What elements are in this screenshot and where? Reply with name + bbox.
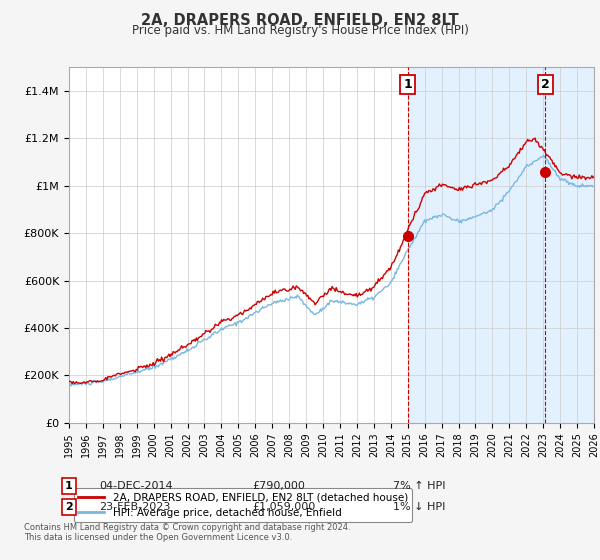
Text: £1,059,000: £1,059,000 xyxy=(252,502,315,512)
Text: Contains HM Land Registry data © Crown copyright and database right 2024.: Contains HM Land Registry data © Crown c… xyxy=(24,523,350,532)
Bar xyxy=(408,67,594,423)
Text: 1: 1 xyxy=(403,78,412,91)
Text: 23-FEB-2023: 23-FEB-2023 xyxy=(99,502,170,512)
Text: 7% ↑ HPI: 7% ↑ HPI xyxy=(393,481,445,491)
Text: This data is licensed under the Open Government Licence v3.0.: This data is licensed under the Open Gov… xyxy=(24,533,292,542)
Text: 2: 2 xyxy=(65,502,73,512)
Text: £790,000: £790,000 xyxy=(252,481,305,491)
Text: 2: 2 xyxy=(541,78,550,91)
Text: 1% ↓ HPI: 1% ↓ HPI xyxy=(393,502,445,512)
Text: 1: 1 xyxy=(65,481,73,491)
Legend: 2A, DRAPERS ROAD, ENFIELD, EN2 8LT (detached house), HPI: Average price, detache: 2A, DRAPERS ROAD, ENFIELD, EN2 8LT (deta… xyxy=(74,488,412,522)
Text: 04-DEC-2014: 04-DEC-2014 xyxy=(99,481,173,491)
Text: Price paid vs. HM Land Registry's House Price Index (HPI): Price paid vs. HM Land Registry's House … xyxy=(131,24,469,36)
Text: 2A, DRAPERS ROAD, ENFIELD, EN2 8LT: 2A, DRAPERS ROAD, ENFIELD, EN2 8LT xyxy=(141,13,459,28)
